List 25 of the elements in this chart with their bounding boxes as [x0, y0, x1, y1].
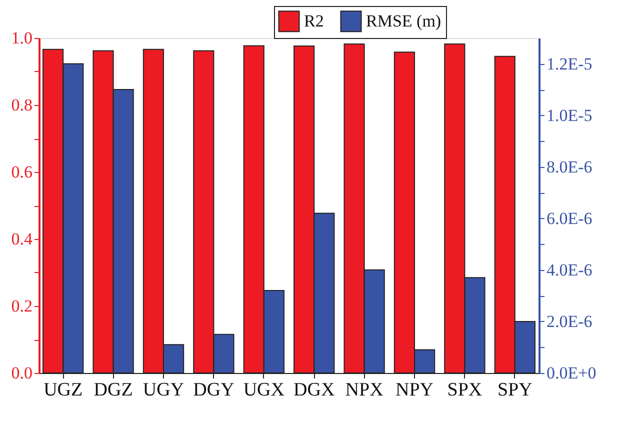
y-tick-label: 0.6 — [11, 162, 32, 182]
y-tick-label: 1.0 — [11, 28, 32, 48]
x-tick-label: UGX — [243, 380, 285, 400]
x-tick-label: SPX — [447, 380, 482, 400]
x-tick-label: UGY — [142, 380, 184, 400]
x-tick-label: DGZ — [94, 380, 133, 400]
y2-tick-label: 1.2E-5 — [546, 54, 592, 74]
x-tick-label: NPY — [395, 380, 434, 400]
x-tick-label: DGX — [294, 380, 335, 400]
y2-tick-label: 8.0E-6 — [546, 157, 592, 176]
y2-tick-label: 4.0E-6 — [546, 260, 592, 280]
x-tick-label: DGY — [193, 380, 235, 400]
y2-tick-label: 6.0E-6 — [546, 208, 592, 228]
y-tick-label: 0.8 — [11, 96, 32, 114]
y2-tick-label: 0.0E+0 — [546, 364, 596, 382]
x-tick-label: NPX — [345, 380, 384, 400]
y2-tick-label: 1.0E-5 — [546, 106, 592, 125]
y-tick-label: 0.4 — [11, 230, 33, 248]
x-tick-label: SPY — [497, 380, 533, 400]
legend-label: RMSE (m) — [366, 11, 442, 30]
y-tick-label: 0.0 — [11, 364, 32, 382]
y-tick-label: 0.2 — [11, 296, 32, 316]
x-tick-label: UGZ — [44, 380, 83, 400]
y2-tick-label: 2.0E-6 — [546, 312, 592, 331]
legend-label: R2 — [304, 11, 324, 30]
